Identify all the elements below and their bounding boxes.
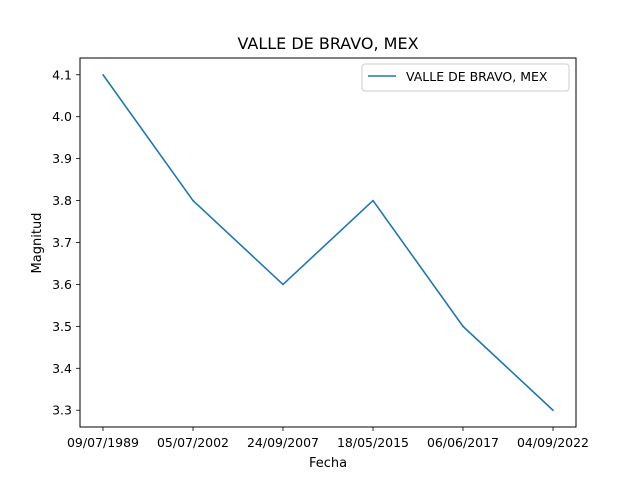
data-point bbox=[192, 199, 194, 202]
x-tick-label: 05/07/2002 bbox=[157, 435, 229, 450]
legend-box bbox=[361, 63, 570, 92]
y-tick-label: 3.6 bbox=[52, 277, 72, 292]
y-tick-label: 4.0 bbox=[52, 109, 72, 124]
data-point bbox=[282, 283, 284, 286]
y-tick-label: 3.4 bbox=[52, 361, 72, 376]
x-tick-label: 04/09/2022 bbox=[517, 435, 589, 450]
legend-label: VALLE DE BRAVO, MEX bbox=[406, 69, 548, 84]
legend: VALLE DE BRAVO, MEX bbox=[361, 63, 570, 92]
y-tick-label: 4.1 bbox=[52, 67, 72, 82]
y-tick-label: 3.8 bbox=[52, 193, 72, 208]
y-tick-label: 3.9 bbox=[52, 151, 72, 166]
y-tick-label: 3.7 bbox=[52, 235, 72, 250]
y-tick-label: 3.5 bbox=[52, 319, 72, 334]
x-tick-label: 24/09/2007 bbox=[247, 435, 319, 450]
data-point bbox=[552, 409, 554, 412]
chart-title: VALLE DE BRAVO, MEX bbox=[237, 34, 418, 53]
x-tick-label: 06/06/2017 bbox=[427, 435, 499, 450]
x-tick-label: 18/05/2015 bbox=[337, 435, 409, 450]
x-tick-label: 09/07/1989 bbox=[67, 435, 139, 450]
data-point bbox=[372, 199, 374, 202]
data-point bbox=[462, 325, 464, 328]
series-line bbox=[102, 74, 554, 411]
plot-frame bbox=[79, 57, 577, 428]
y-tick-label: 3.3 bbox=[52, 403, 72, 418]
x-axis-label: Fecha bbox=[309, 456, 347, 471]
data-point bbox=[102, 73, 104, 76]
y-axis-label: Magnitud bbox=[30, 213, 45, 274]
